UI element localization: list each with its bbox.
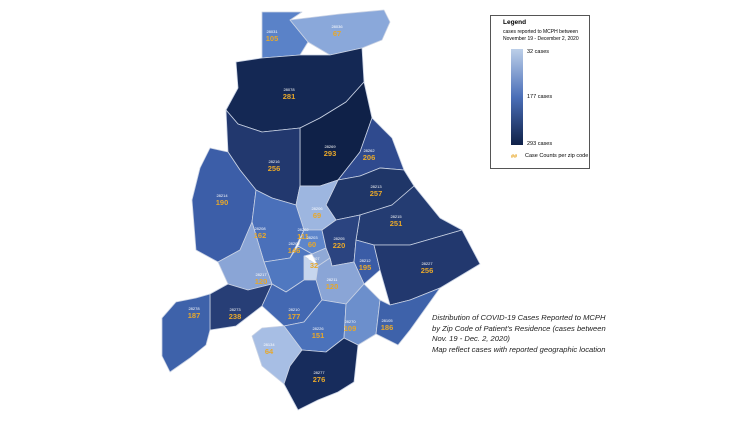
legend-label-high: 293 cases <box>527 141 553 147</box>
case-count-28134: 64 <box>265 347 274 356</box>
legend-key-text: Case Counts per zip code <box>525 153 589 159</box>
case-count-28202: 111 <box>297 232 309 241</box>
case-count-28273: 238 <box>229 312 242 321</box>
case-count-28078: 281 <box>283 92 296 101</box>
case-count-28212: 195 <box>359 263 372 272</box>
case-count-28278: 187 <box>188 311 201 320</box>
caption-line-2: Map reflect cases with reported geograph… <box>432 344 606 354</box>
case-count-28206: 69 <box>313 211 321 220</box>
case-count-28213: 257 <box>370 189 383 198</box>
zip-label-28212: 28212 <box>359 258 371 263</box>
zip-label-28278: 28278 <box>188 306 200 311</box>
region-28036[interactable] <box>289 9 391 56</box>
zip-label-28217: 28217 <box>255 272 267 277</box>
caption-line-1: Distribution of COVID-19 Cases Reported … <box>432 313 606 344</box>
zip-label-28205: 28205 <box>333 236 345 241</box>
case-count-28216: 256 <box>268 164 281 173</box>
zip-label-28203: 28203 <box>306 235 318 240</box>
legend-subtitle: cases reported to MCPH between November … <box>503 29 579 42</box>
region-28105[interactable] <box>375 287 441 346</box>
case-count-28262: 206 <box>363 153 376 162</box>
case-count-28214: 190 <box>216 198 229 207</box>
case-count-28277: 276 <box>313 375 326 384</box>
zip-label-28226: 28226 <box>312 326 324 331</box>
case-count-28209: 146 <box>288 246 301 255</box>
legend-title: Legend <box>503 19 527 26</box>
case-count-28031: 105 <box>266 34 279 43</box>
case-count-28227: 256 <box>421 266 434 275</box>
zip-label-28202: 28202 <box>297 227 309 232</box>
case-count-28208: 162 <box>254 231 267 240</box>
legend-label-mid: 177 cases <box>527 94 553 100</box>
zip-label-28078: 28078 <box>283 87 295 92</box>
zip-label-28211: 28211 <box>327 277 339 282</box>
case-count-28270: 109 <box>344 324 357 333</box>
zip-label-28215: 28215 <box>390 214 402 219</box>
zip-label-28207: 28207 <box>308 256 320 261</box>
zip-label-28273: 28273 <box>229 307 241 312</box>
zip-label-28134: 28134 <box>263 342 275 347</box>
region-28278[interactable] <box>161 293 211 373</box>
case-count-28217: 120 <box>255 277 268 286</box>
zip-label-28105: 28105 <box>381 318 393 323</box>
zip-label-28269: 28269 <box>324 144 336 149</box>
zip-label-28210: 28210 <box>288 307 300 312</box>
case-count-28269: 293 <box>324 149 337 158</box>
zip-label-28031: 28031 <box>266 29 278 34</box>
zip-label-28036: 28036 <box>331 24 343 29</box>
case-count-28205: 220 <box>333 241 346 250</box>
case-count-28210: 177 <box>288 312 301 321</box>
region-28277[interactable] <box>283 337 359 411</box>
legend-label-low: 32 cases <box>527 49 550 55</box>
zip-label-28213: 28213 <box>370 184 382 189</box>
zip-label-28208: 28208 <box>254 226 266 231</box>
zip-label-28214: 28214 <box>216 193 228 198</box>
zip-label-28262: 28262 <box>363 148 375 153</box>
legend: Legend cases reported to MCPH between No… <box>490 15 590 169</box>
case-count-28215: 251 <box>390 219 403 228</box>
zip-label-28209: 28209 <box>288 241 300 246</box>
case-count-28203: 60 <box>308 240 316 249</box>
zip-label-28277: 28277 <box>313 370 325 375</box>
case-count-28105: 186 <box>381 323 394 332</box>
zip-label-28270: 28270 <box>344 319 356 324</box>
zip-label-28227: 28227 <box>421 261 433 266</box>
map-caption: Distribution of COVID-19 Cases Reported … <box>432 313 612 355</box>
case-count-28036: 67 <box>333 29 341 38</box>
case-count-28211: 120 <box>326 282 339 291</box>
zip-label-28206: 28206 <box>311 206 323 211</box>
zip-label-28216: 28216 <box>268 159 280 164</box>
case-count-28226: 151 <box>312 331 325 340</box>
legend-key-symbol: ## <box>511 154 518 160</box>
legend-color-bar <box>511 49 523 145</box>
case-count-28207: 32 <box>310 261 318 270</box>
